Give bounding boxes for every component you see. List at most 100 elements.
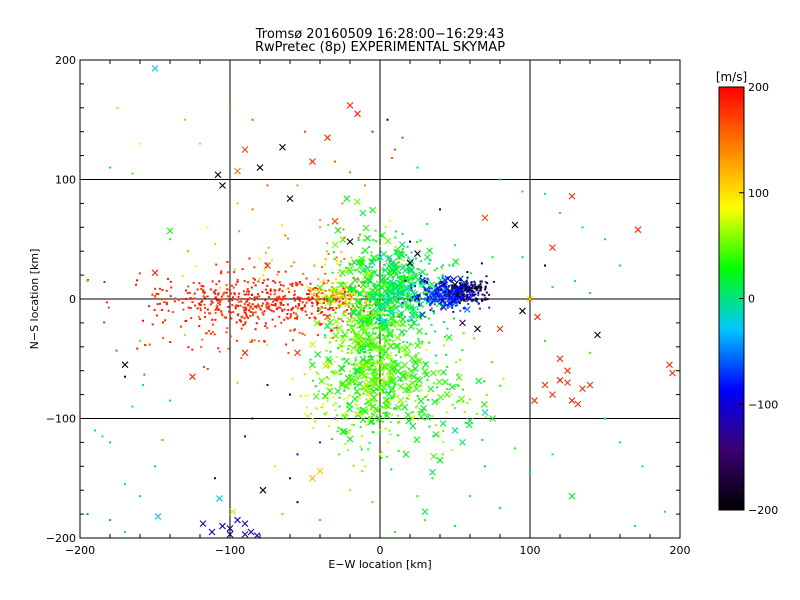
data-point-dot (233, 293, 236, 296)
data-point-dot (245, 315, 248, 318)
data-point-dot (351, 308, 354, 311)
data-point-dot (174, 297, 177, 300)
data-point-dot (391, 365, 394, 368)
data-point-dot (379, 311, 382, 314)
data-point-dot (390, 357, 393, 360)
data-point-dot (382, 269, 385, 272)
data-point-cross (439, 420, 447, 427)
data-point-dot (473, 280, 476, 283)
data-point-dot (355, 375, 358, 378)
data-point-dot (349, 171, 351, 174)
data-point-cross (384, 285, 392, 293)
data-point-dot (402, 259, 405, 262)
data-point-dot (344, 294, 347, 297)
data-point-dot (454, 385, 457, 388)
data-point-dot (343, 298, 346, 301)
data-point-dot (290, 308, 293, 311)
data-point-cross (568, 397, 576, 404)
data-point-cross (343, 195, 351, 203)
data-point-dot (325, 376, 328, 379)
data-point-dot (479, 287, 482, 290)
data-point-cross (421, 508, 429, 516)
data-point-dot (467, 289, 470, 292)
data-point-dot (324, 258, 327, 261)
data-point-dot (362, 280, 365, 283)
data-point-dot (344, 286, 347, 289)
data-point-cross (474, 325, 481, 333)
data-point-cross (247, 528, 255, 536)
data-point-cross (338, 365, 346, 373)
data-point-cross (359, 416, 367, 424)
data-point-dot (327, 279, 330, 282)
data-point-dot (394, 531, 396, 534)
data-point-dot (334, 160, 336, 163)
data-point-dot (379, 389, 382, 392)
data-point-cross (382, 397, 390, 404)
data-point-dot (397, 265, 400, 268)
data-point-dot (348, 292, 351, 295)
data-point-dot (276, 273, 279, 276)
data-point-dot (246, 317, 249, 320)
data-point-dot (396, 276, 399, 279)
data-point-dot (218, 298, 221, 301)
data-point-dot (439, 295, 442, 298)
data-point-dot (349, 429, 351, 432)
data-point-dot (399, 356, 402, 359)
data-point-dot (236, 280, 239, 283)
data-point-dot (544, 264, 546, 267)
data-point-dot (377, 334, 380, 337)
data-point-dot (324, 307, 327, 310)
data-point-dot (303, 373, 306, 376)
data-point-cross (199, 520, 207, 528)
data-point-dot (281, 298, 284, 301)
data-point-dot (418, 304, 421, 307)
data-point-dot (339, 344, 342, 347)
data-point-dot (379, 364, 382, 367)
data-point-dot (296, 315, 299, 318)
data-point-dot (294, 281, 297, 284)
data-point-dot (414, 368, 417, 371)
data-point-dot (434, 424, 437, 427)
data-point-dot (604, 238, 606, 241)
data-point-dot (236, 381, 239, 384)
data-point-dot (264, 299, 267, 302)
data-point-cross (402, 298, 410, 306)
data-point-cross (422, 360, 430, 368)
data-point-dot (451, 284, 454, 287)
data-point-dot (473, 287, 476, 290)
data-point-dot (376, 399, 379, 402)
data-point-dot (289, 329, 292, 332)
data-point-dot (551, 286, 554, 289)
data-point-dot (301, 332, 304, 335)
data-point-dot (303, 334, 306, 337)
data-point-dot (200, 284, 203, 287)
data-point-dot (329, 306, 332, 309)
data-point-dot (139, 495, 141, 498)
data-point-dot (216, 304, 219, 307)
data-point-cross (241, 349, 249, 357)
data-point-cross (534, 313, 541, 321)
data-point-dot (211, 280, 214, 283)
data-point-dot (465, 280, 468, 283)
data-point-dot (397, 281, 400, 284)
data-point-cross (417, 397, 425, 405)
data-point-dot (381, 405, 384, 408)
data-point-dot (284, 297, 287, 300)
data-point-dot (243, 293, 246, 296)
data-point-cross (369, 259, 376, 267)
data-point-dot (291, 285, 294, 288)
data-point-dot (327, 223, 330, 226)
data-point-dot (373, 285, 376, 288)
data-point-cross (396, 293, 404, 300)
data-point-dot (376, 336, 379, 339)
data-point-dot (341, 335, 344, 338)
data-point-dot (269, 288, 272, 291)
data-point-cross (586, 381, 594, 389)
data-point-dot (365, 376, 368, 379)
data-point-dot (196, 307, 199, 310)
data-point-cross (359, 363, 367, 371)
data-point-dot (389, 399, 392, 402)
data-point-dot (431, 290, 434, 293)
data-point-cross (481, 214, 489, 222)
data-point-dot (374, 332, 377, 335)
